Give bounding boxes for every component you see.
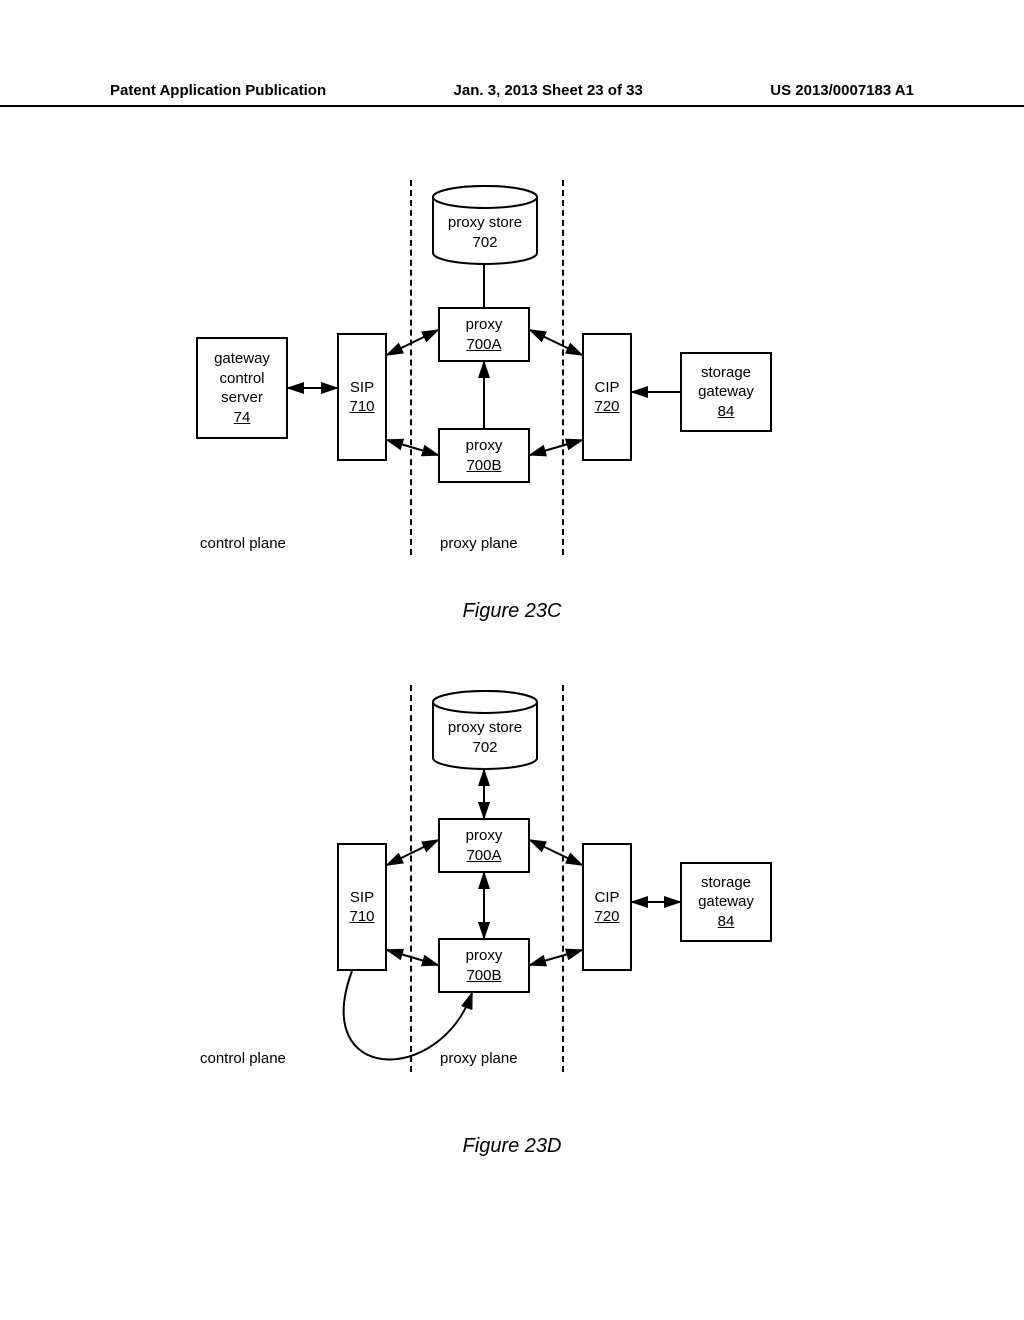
fig23d-proxy-store: proxy store 702 — [430, 690, 540, 770]
proxy-a-label: proxy — [466, 826, 503, 846]
fig23c-proxy-plane-label: proxy plane — [440, 535, 518, 552]
fig23c-dash-2 — [562, 180, 564, 555]
cip-ref: 720 — [594, 397, 619, 417]
sg-l2: gateway — [698, 892, 754, 912]
proxy-store-ref: 702 — [430, 233, 540, 253]
fig23c-gcs: gateway control server 74 — [196, 337, 288, 439]
header-center: Jan. 3, 2013 Sheet 23 of 33 — [454, 82, 643, 99]
cip-label: CIP — [594, 888, 619, 908]
fig23d-sip: SIP 710 — [337, 843, 387, 971]
proxy-a-ref: 700A — [466, 846, 501, 866]
sip-label: SIP — [350, 378, 374, 398]
proxy-a-ref: 700A — [466, 335, 501, 355]
page-header: Patent Application Publication Jan. 3, 2… — [0, 82, 1024, 107]
fig23c-cip: CIP 720 — [582, 333, 632, 461]
header-right: US 2013/0007183 A1 — [770, 82, 914, 99]
proxy-b-label: proxy — [466, 946, 503, 966]
fig23c-dash-1 — [410, 180, 412, 555]
gcs-l1: gateway — [214, 349, 270, 369]
proxy-b-label: proxy — [466, 436, 503, 456]
sg-ref: 84 — [718, 912, 735, 932]
fig23d-proxy-b: proxy 700B — [438, 938, 530, 993]
fig23d-cip: CIP 720 — [582, 843, 632, 971]
fig23d-dash-1 — [410, 685, 412, 1072]
fig23c-control-plane-label: control plane — [200, 535, 286, 552]
sg-l1: storage — [701, 363, 751, 383]
fig23d-proxy-plane-label: proxy plane — [440, 1050, 518, 1067]
sip-ref: 710 — [349, 397, 374, 417]
cip-label: CIP — [594, 378, 619, 398]
fig23d-dash-2 — [562, 685, 564, 1072]
sip-label: SIP — [350, 888, 374, 908]
fig23c-sip: SIP 710 — [337, 333, 387, 461]
fig23c-proxy-store: proxy store 702 — [430, 185, 540, 265]
cip-ref: 720 — [594, 907, 619, 927]
fig23c-title: Figure 23C — [0, 600, 1024, 623]
gcs-l3: server — [221, 388, 263, 408]
proxy-b-ref: 700B — [466, 966, 501, 986]
fig23d-sg: storage gateway 84 — [680, 862, 772, 942]
sg-l1: storage — [701, 873, 751, 893]
proxy-store-ref: 702 — [430, 738, 540, 758]
proxy-a-label: proxy — [466, 315, 503, 335]
gcs-ref: 74 — [234, 408, 251, 428]
header-left: Patent Application Publication — [110, 82, 326, 99]
sg-l2: gateway — [698, 382, 754, 402]
fig23c-proxy-a: proxy 700A — [438, 307, 530, 362]
fig23c-proxy-b: proxy 700B — [438, 428, 530, 483]
proxy-store-label: proxy store — [430, 213, 540, 233]
proxy-b-ref: 700B — [466, 456, 501, 476]
proxy-store-label: proxy store — [430, 718, 540, 738]
sg-ref: 84 — [718, 402, 735, 422]
fig23c-sg: storage gateway 84 — [680, 352, 772, 432]
fig23d-proxy-a: proxy 700A — [438, 818, 530, 873]
fig23d-control-plane-label: control plane — [200, 1050, 286, 1067]
fig23d-title: Figure 23D — [0, 1135, 1024, 1158]
sip-ref: 710 — [349, 907, 374, 927]
gcs-l2: control — [219, 369, 264, 389]
